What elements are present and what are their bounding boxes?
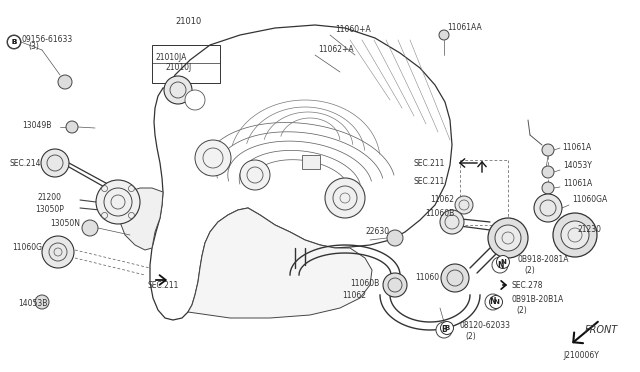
Text: 11060B: 11060B (350, 279, 380, 288)
Text: SEC.211: SEC.211 (148, 280, 179, 289)
Circle shape (441, 264, 469, 292)
Text: 11062: 11062 (342, 292, 366, 301)
Text: B: B (444, 325, 450, 331)
Circle shape (387, 230, 403, 246)
Text: 21010: 21010 (175, 17, 201, 26)
Text: 0B91B-20B1A: 0B91B-20B1A (511, 295, 563, 305)
Polygon shape (118, 188, 163, 250)
Text: N: N (500, 259, 506, 265)
Text: 11060B: 11060B (425, 209, 454, 218)
Text: 11062+A: 11062+A (318, 45, 354, 55)
Text: 11060: 11060 (415, 273, 439, 282)
Text: 09156-61633: 09156-61633 (22, 35, 73, 45)
Circle shape (41, 149, 69, 177)
Circle shape (7, 35, 21, 49)
Circle shape (492, 257, 508, 273)
Text: 14053Y: 14053Y (563, 161, 592, 170)
Text: N: N (497, 260, 503, 269)
Text: 11060GA: 11060GA (572, 196, 607, 205)
Text: 21230: 21230 (578, 225, 602, 234)
Text: (2): (2) (524, 266, 535, 275)
Text: 11062: 11062 (430, 196, 454, 205)
Circle shape (42, 236, 74, 268)
Text: 22630: 22630 (365, 228, 389, 237)
Circle shape (553, 213, 597, 257)
Circle shape (325, 178, 365, 218)
Text: N: N (493, 299, 499, 305)
Text: SEC.278: SEC.278 (512, 280, 543, 289)
Circle shape (164, 76, 192, 104)
Text: 11061A: 11061A (563, 179, 592, 187)
Text: J210006Y: J210006Y (563, 350, 599, 359)
Bar (302, 155, 320, 169)
Text: 11060G: 11060G (12, 243, 42, 251)
Circle shape (542, 182, 554, 194)
Circle shape (455, 196, 473, 214)
Text: 21010JA: 21010JA (155, 52, 186, 61)
Text: 21010J: 21010J (165, 64, 191, 73)
Text: (2): (2) (516, 307, 527, 315)
Circle shape (195, 140, 231, 176)
Circle shape (534, 194, 562, 222)
Circle shape (485, 294, 501, 310)
Circle shape (436, 322, 452, 338)
Circle shape (96, 180, 140, 224)
Circle shape (66, 121, 78, 133)
Circle shape (542, 166, 554, 178)
Circle shape (58, 75, 72, 89)
Circle shape (185, 90, 205, 110)
Text: SEC.211: SEC.211 (413, 177, 444, 186)
Text: SEC.214: SEC.214 (10, 158, 42, 167)
Circle shape (490, 295, 502, 308)
Text: N: N (490, 298, 496, 307)
Text: FRONT: FRONT (585, 325, 618, 335)
Circle shape (439, 30, 449, 40)
Text: (2): (2) (465, 333, 476, 341)
Text: 11060+A: 11060+A (335, 26, 371, 35)
Circle shape (35, 295, 49, 309)
Text: 11061A: 11061A (562, 144, 591, 153)
Text: 11061AA: 11061AA (447, 23, 482, 32)
Circle shape (383, 273, 407, 297)
Circle shape (8, 35, 20, 48)
Text: 14053B: 14053B (18, 298, 47, 308)
Bar (152, 45, 220, 83)
Text: SEC.211: SEC.211 (413, 158, 444, 167)
Text: B: B (441, 326, 447, 334)
Polygon shape (188, 208, 372, 318)
Text: 13050P: 13050P (35, 205, 64, 215)
Circle shape (440, 321, 454, 334)
Circle shape (561, 221, 589, 249)
Text: 08120-62033: 08120-62033 (459, 321, 510, 330)
Text: 21200: 21200 (38, 193, 62, 202)
Text: 13050N: 13050N (50, 219, 80, 228)
Circle shape (82, 220, 98, 236)
Circle shape (495, 225, 521, 251)
Circle shape (440, 210, 464, 234)
Circle shape (497, 256, 509, 269)
Text: 0B918-2081A: 0B918-2081A (518, 256, 570, 264)
Circle shape (488, 218, 528, 258)
Text: B: B (12, 39, 17, 45)
Polygon shape (150, 25, 452, 320)
Circle shape (542, 144, 554, 156)
Text: B: B (12, 39, 17, 45)
Text: 13049B: 13049B (22, 122, 51, 131)
Circle shape (240, 160, 270, 190)
Text: (3): (3) (28, 42, 39, 51)
